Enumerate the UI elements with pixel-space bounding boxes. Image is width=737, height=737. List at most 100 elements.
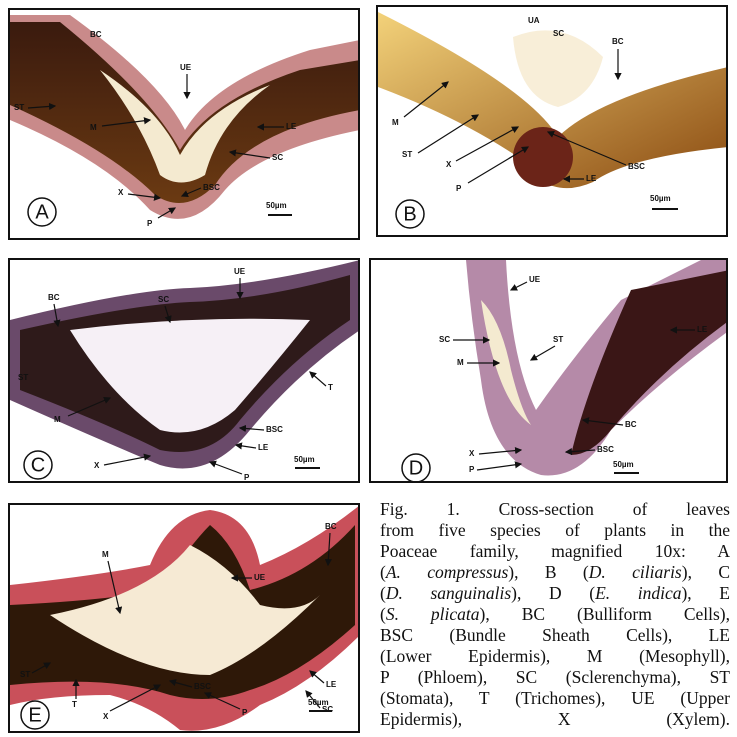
label: P xyxy=(244,473,250,482)
arrow xyxy=(31,662,52,674)
label: SC xyxy=(158,295,169,304)
tissue-core xyxy=(481,300,531,425)
arrow xyxy=(305,690,321,709)
arrow xyxy=(509,281,528,291)
label: UE xyxy=(234,267,246,276)
arrow xyxy=(208,460,243,475)
arrow xyxy=(455,126,520,162)
label: ST xyxy=(14,103,24,112)
tissue-core xyxy=(50,545,320,675)
arrow xyxy=(101,117,152,127)
label: M xyxy=(102,550,109,559)
scale-label: 50µm xyxy=(613,460,634,469)
label: ST xyxy=(18,373,28,382)
caption-text: (Lower Epidermis), M (Mesophyll), xyxy=(380,646,730,666)
arrow xyxy=(467,146,530,184)
caption-text: BSC (Bundle Sheath Cells), LE xyxy=(380,625,730,645)
arrow xyxy=(238,424,265,433)
label: ST xyxy=(20,670,30,679)
panel-b: UA SC BC M ST X BSC P LE B 50µm xyxy=(376,5,728,237)
tissue-core xyxy=(70,318,310,433)
label: M xyxy=(90,123,97,132)
label: ST xyxy=(402,150,412,159)
caption-text: Epidermis), X (Xylem). xyxy=(380,709,730,729)
arrow xyxy=(309,670,325,684)
caption-line: (Stomata), T (Trichomes), UE (Upper xyxy=(380,688,730,709)
caption-line: BSC (Bundle Sheath Cells), LE xyxy=(380,625,730,646)
caption-line: (A. compressus), B (D. ciliaris), C xyxy=(380,562,730,583)
label: P xyxy=(147,219,153,228)
scale-label: 50µm xyxy=(650,194,671,203)
figure-caption: Fig. 1. Cross-section of leaves from fiv… xyxy=(380,499,730,730)
caption-line: (Lower Epidermis), M (Mesophyll), xyxy=(380,646,730,667)
arrow xyxy=(203,692,241,710)
label: X xyxy=(469,449,475,458)
panel-d: UE SC ST M LE BC X BSC P D 50µm xyxy=(369,258,728,483)
arrow xyxy=(324,532,332,567)
label: X xyxy=(103,712,109,721)
species-name: S. plicata xyxy=(385,604,480,624)
panel-letter: C xyxy=(31,454,45,476)
arrow xyxy=(581,417,624,426)
label: LE xyxy=(326,680,337,689)
label: P xyxy=(242,708,248,717)
label: BSC xyxy=(628,162,645,171)
label: SC xyxy=(553,29,564,38)
panel-a: BC UE ST M LE SC X BSC P A 50µm xyxy=(8,8,360,240)
panel-c: BC SC UE ST T M BSC LE X P C 50µm xyxy=(8,258,360,483)
label: LE xyxy=(258,443,269,452)
tissue-core xyxy=(100,70,270,183)
label: UE xyxy=(529,275,541,284)
label: LE xyxy=(286,122,297,131)
tissue-vein xyxy=(513,127,573,187)
letter-circle xyxy=(23,450,53,480)
arrow xyxy=(103,453,152,466)
label: UE xyxy=(180,63,192,72)
arrow xyxy=(228,149,271,159)
caption-line: P (Phloem), SC (Sclerenchyma), ST xyxy=(380,667,730,688)
label: BC xyxy=(48,293,60,302)
caption-line: Poaceae family, magnified 10x: A xyxy=(380,541,730,562)
tissue-band xyxy=(571,270,726,455)
caption-text: from five species of plants in the xyxy=(380,520,730,540)
caption-line: Epidermis), X (Xylem). xyxy=(380,709,730,730)
label: BC xyxy=(625,420,637,429)
caption-text: ), D ( xyxy=(511,583,596,603)
species-name: A. compressus xyxy=(385,562,509,582)
scale-label: 50µm xyxy=(266,201,287,210)
arrow xyxy=(546,131,627,166)
caption-line: (D. sanguinalis), D (E. indica), E xyxy=(380,583,730,604)
caption-text: Fig. 1. Cross-section of leaves xyxy=(380,499,730,519)
letter-circle xyxy=(20,700,50,730)
label: BSC xyxy=(597,445,614,454)
caption-line: from five species of plants in the xyxy=(380,520,730,541)
caption-line: (S. plicata), BC (Bulliform Cells), xyxy=(380,604,730,625)
letter-circle xyxy=(401,453,431,481)
arrow xyxy=(168,679,193,688)
label: M xyxy=(457,358,464,367)
label: BSC xyxy=(266,425,283,434)
arrow xyxy=(234,442,257,450)
label: BSC xyxy=(203,183,220,192)
label: X xyxy=(446,160,452,169)
arrow xyxy=(164,305,172,324)
scale-label: 50µm xyxy=(294,455,315,464)
label: ST xyxy=(553,335,563,344)
panel-e: M BC UE ST LE SC T BSC X P E 50µm xyxy=(8,503,360,733)
label: BSC xyxy=(194,682,211,691)
label: LE xyxy=(697,325,708,334)
arrow xyxy=(180,187,202,197)
arrow xyxy=(109,684,162,712)
tissue-band xyxy=(10,22,358,203)
label: P xyxy=(456,184,462,193)
arrow xyxy=(53,303,61,328)
species-name: D. sanguinalis xyxy=(385,583,512,603)
arrow xyxy=(27,102,57,111)
caption-text: ( xyxy=(380,562,386,582)
arrow xyxy=(478,446,523,455)
label: SC xyxy=(322,705,333,714)
label: M xyxy=(392,118,399,127)
caption-text: P (Phloem), SC (Sclerenchyma), ST xyxy=(380,667,730,687)
caption-text: ( xyxy=(380,583,386,603)
